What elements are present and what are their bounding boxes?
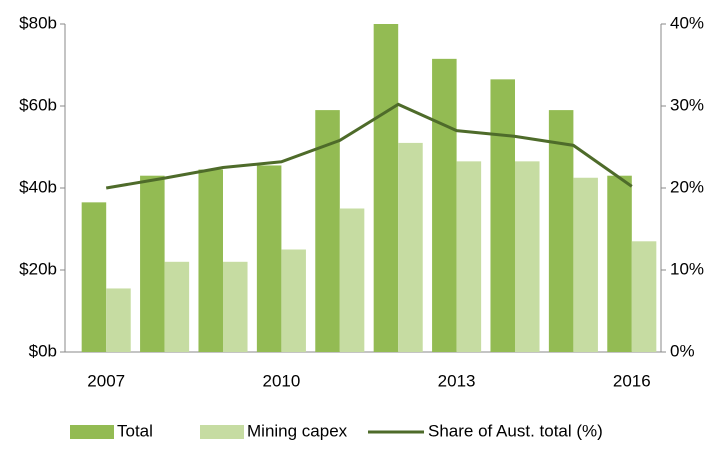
- y2-tick-label: 0%: [670, 341, 695, 360]
- bar: [490, 79, 515, 352]
- y-tick-label: $0b: [29, 341, 57, 360]
- legend-swatch: [70, 425, 114, 439]
- bar: [373, 24, 399, 352]
- bar: [223, 261, 248, 352]
- y2-tick-label: 10%: [670, 259, 704, 278]
- legend-swatch: [200, 425, 244, 439]
- y2-tick-label: 20%: [670, 177, 704, 196]
- x-tick-label: 2007: [87, 371, 125, 390]
- x-tick-label: 2013: [438, 371, 476, 390]
- bar: [198, 169, 223, 352]
- legend-label: Mining capex: [247, 421, 348, 440]
- bar: [548, 110, 574, 352]
- legend-label: Share of Aust. total (%): [428, 421, 603, 440]
- bar: [256, 165, 282, 352]
- bar: [140, 175, 165, 352]
- bar: [515, 161, 540, 352]
- legend-label: Total: [117, 421, 153, 440]
- bar: [573, 177, 598, 352]
- bar: [607, 175, 632, 352]
- y-tick-label: $20b: [19, 259, 57, 278]
- bar: [456, 161, 482, 352]
- y-tick-label: $80b: [19, 13, 57, 32]
- bar: [164, 261, 190, 352]
- x-tick-label: 2010: [262, 371, 300, 390]
- y-tick-label: $60b: [19, 95, 57, 114]
- y2-tick-label: 40%: [670, 13, 704, 32]
- bar: [432, 58, 457, 352]
- y2-tick-label: 30%: [670, 95, 704, 114]
- line-series: [105, 102, 633, 190]
- bar: [106, 288, 131, 352]
- bar: [339, 208, 365, 352]
- bar: [81, 202, 107, 352]
- bar: [315, 110, 340, 352]
- bar: [631, 241, 657, 352]
- y-tick-label: $40b: [19, 177, 57, 196]
- bar: [281, 249, 306, 352]
- bar: [398, 142, 423, 352]
- x-tick-label: 2016: [613, 371, 651, 390]
